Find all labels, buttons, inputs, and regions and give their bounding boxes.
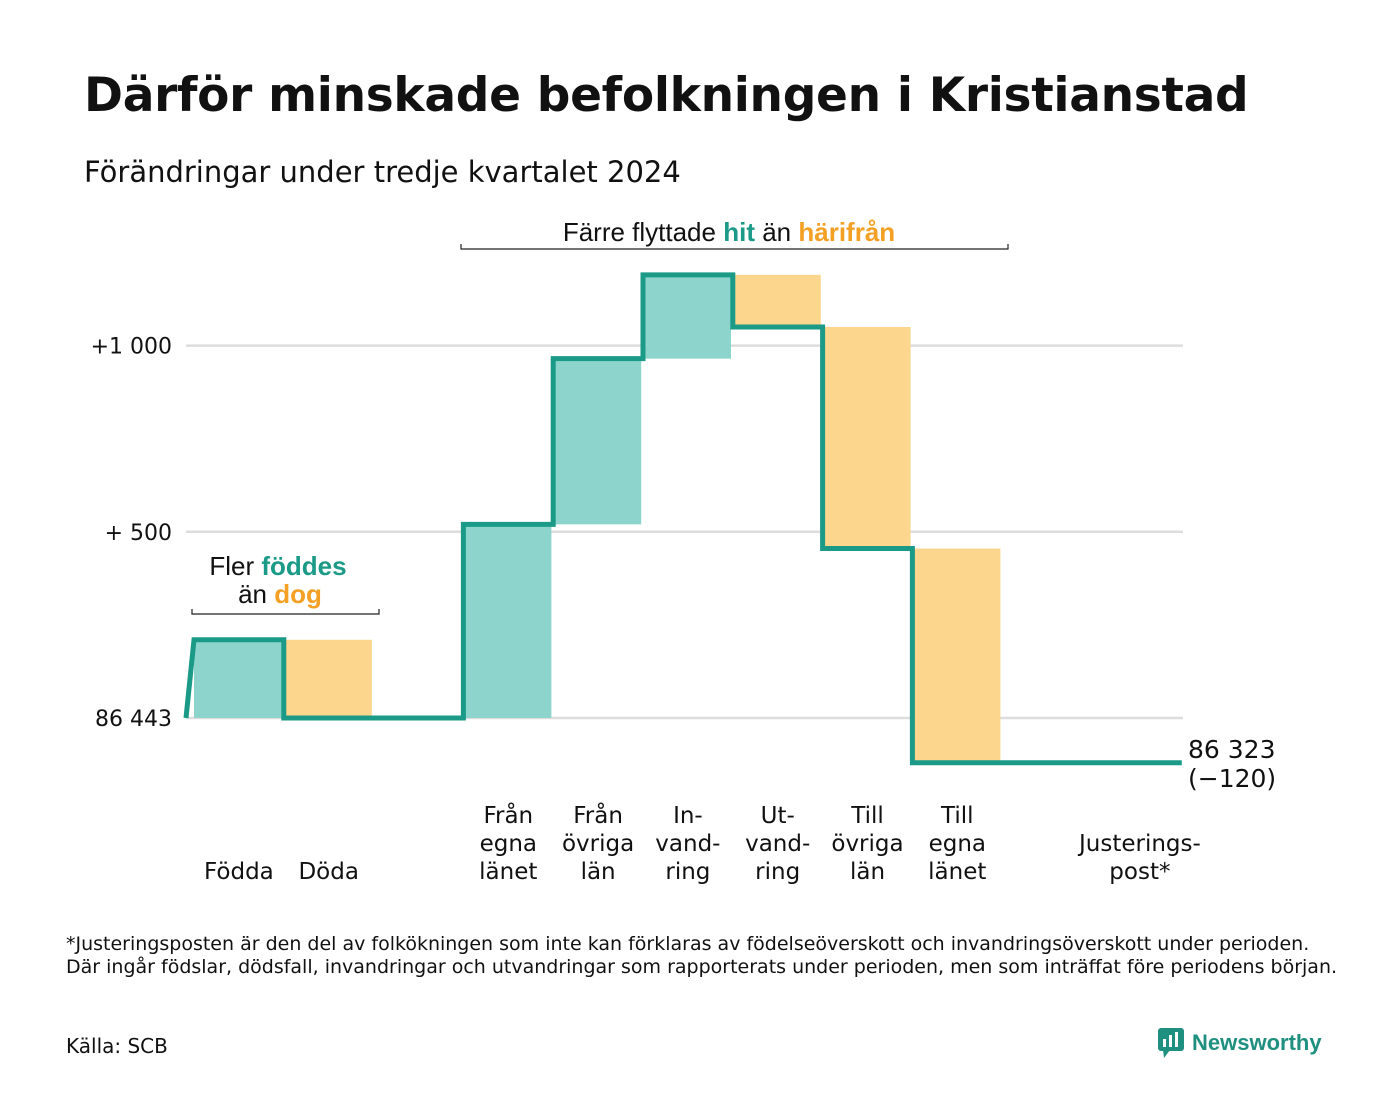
brace-text-part: Färre flyttade: [563, 217, 723, 247]
category-label: vand-: [745, 831, 810, 857]
category-label: In-: [673, 803, 703, 829]
running-total-step-line: [183, 272, 1182, 766]
source-credit: Källa: SCB: [66, 1034, 168, 1058]
category-label: Från: [483, 801, 533, 829]
step-line-layer: [183, 272, 1182, 766]
newsworthy-brand: Newsworthy: [1158, 1028, 1322, 1058]
brace-text-part: dog: [274, 579, 322, 609]
category-label: Justerings-: [1077, 831, 1201, 857]
bar-till-övriga-län: [822, 326, 911, 549]
category-label: länet: [479, 859, 537, 885]
bar-till-egna-länet: [912, 548, 1001, 763]
category-label: länet: [928, 859, 986, 885]
y-tick-label: 86 443: [95, 707, 172, 732]
bars-layer: [194, 274, 1001, 763]
category-label: Födda: [204, 859, 274, 885]
bar-in-vandring: [643, 274, 731, 359]
category-label: Till: [940, 803, 974, 829]
category-label: övriga: [562, 831, 634, 857]
category-label: övriga: [831, 831, 903, 857]
category-label: vand-: [655, 831, 720, 857]
moves-brace-text: Färre flyttade hit än härifrån: [563, 217, 895, 247]
chart-subtitle: Förändringar under tredje kvartalet 2024: [84, 155, 681, 189]
end-total-label: 86 323: [1188, 735, 1275, 764]
bar-från-övriga-län: [553, 358, 642, 525]
births-bracket: [191, 609, 380, 615]
newsworthy-logo-icon: [1158, 1028, 1184, 1058]
category-label: Från: [573, 801, 623, 829]
births-brace-line1: Fler föddes: [209, 551, 346, 581]
y-tick-label: +1 000: [91, 335, 172, 360]
category-label: ring: [755, 859, 800, 885]
brace-text-part: hit: [723, 217, 755, 247]
bar-döda: [283, 639, 372, 718]
footnote: *Justeringsposten är den del av folkökni…: [66, 933, 1338, 978]
brace-text-part: än: [238, 579, 274, 609]
bar-födda: [194, 639, 282, 718]
y-tick-label: + 500: [105, 521, 172, 546]
category-label: ring: [665, 859, 710, 885]
brace-text-part: föddes: [261, 551, 346, 581]
births-brace-line2: än dog: [238, 579, 322, 609]
category-label: egna: [929, 831, 986, 857]
category-label: egna: [480, 831, 537, 857]
bar-från-egna-länet: [463, 524, 552, 718]
brace-text-part: härifrån: [798, 217, 895, 247]
category-label: län: [581, 859, 616, 885]
category-label: Till: [850, 803, 884, 829]
category-label: län: [850, 859, 885, 885]
category-label: Döda: [298, 859, 358, 885]
category-label: post*: [1109, 859, 1170, 885]
bar-ut-vandring: [732, 274, 821, 327]
chart-title: Därför minskade befolkningen i Kristians…: [84, 68, 1249, 123]
moves-bracket: [460, 244, 1009, 250]
category-label: Ut-: [761, 803, 795, 829]
brand-name: Newsworthy: [1192, 1030, 1322, 1055]
brace-text-part: Fler: [209, 551, 261, 581]
net-change-label: (−120): [1188, 764, 1276, 793]
brace-text-part: än: [755, 217, 798, 247]
